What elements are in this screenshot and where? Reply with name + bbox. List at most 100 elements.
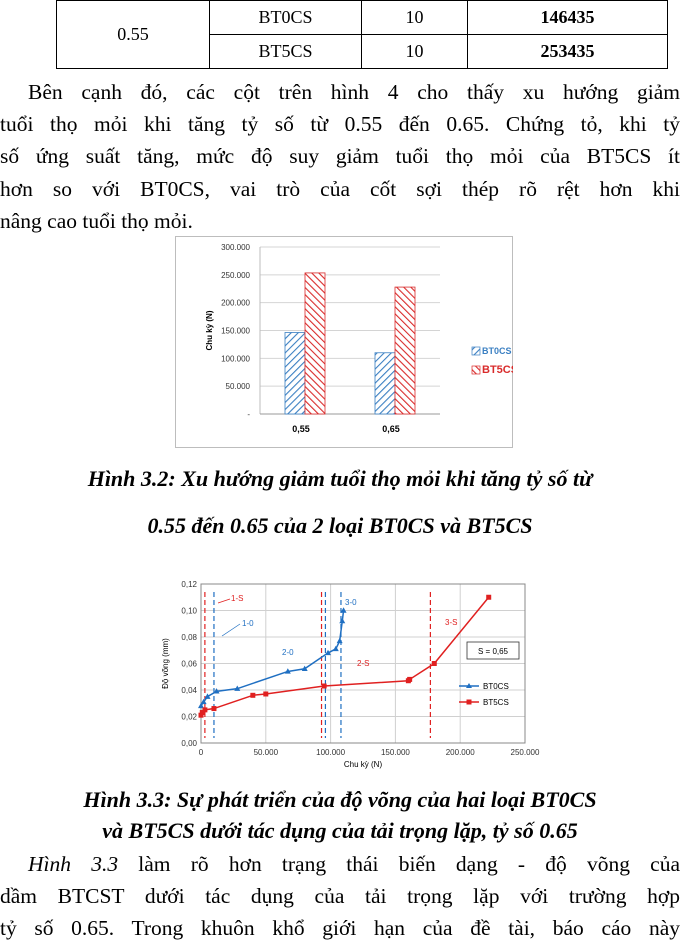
x-tick-label: 0,55	[292, 424, 310, 434]
point-bt0cs	[213, 688, 220, 694]
x-tick-label: 250.000	[511, 748, 540, 757]
type-cell: BT0CS	[209, 0, 362, 35]
plot-area	[200, 583, 526, 744]
series-line-bt5cs	[200, 596, 490, 716]
y-tick-label: 0,02	[181, 713, 197, 722]
line-chart: 0,00 0,02 0,04 0,06 0,08 0,10 0,12 0 50.000 100.0…	[156, 574, 546, 781]
y-tick-label: 0,04	[181, 686, 197, 695]
x-tick-label: 100.000	[316, 748, 345, 757]
annotation-leader	[217, 598, 231, 604]
paragraph-2: Hình 3.3 làm rõ hơn trạng thái biến dạng…	[0, 848, 680, 945]
y-tick-label: 300.000	[221, 243, 250, 252]
y-tick-label: 0,06	[181, 660, 197, 669]
cycles-cell: 146435	[467, 0, 668, 35]
y-tick-label: 0,08	[181, 633, 197, 642]
paragraph-line: Hình 3.3 làm rõ hơn trạng thái biến dạng…	[0, 848, 680, 880]
point-bt0cs	[284, 668, 291, 674]
paragraph-1: Bên cạnh đó, các cột trên hình 4 cho thấ…	[0, 76, 680, 237]
y-tick-label: 0,10	[181, 607, 197, 616]
y-tick-label: 0,00	[181, 739, 197, 748]
figure-caption-1: Hình 3.2: Xu hướng giảm tuổi thọ mỏi khi…	[0, 466, 680, 492]
y-tick-label: 100.000	[221, 354, 250, 363]
y-tick-label: -	[247, 410, 250, 419]
chart-frame	[175, 236, 513, 448]
figure-caption-2b: và BT5CS dưới tác dụng của tải trọng lặp…	[0, 818, 680, 844]
paragraph-line: dầm BTCST dưới tác dụng của tải trọng lặ…	[0, 884, 680, 909]
point-bt5cs	[321, 683, 327, 689]
x-tick-label: 0	[199, 748, 204, 757]
paragraph-line: hơn so với BT0CS, vai trò của cốt sợi th…	[0, 176, 680, 201]
point-bt5cs	[211, 706, 217, 712]
legend-label: BT5CS	[482, 364, 513, 376]
y-tick-label: 50.000	[226, 382, 251, 391]
x-tick-label: 0,65	[382, 424, 400, 434]
paragraph-line: tỷ số 0.65. Trong khuôn khổ giới hạn của…	[0, 916, 680, 941]
point-bt5cs	[199, 710, 205, 716]
y-tick-label: 0,12	[181, 580, 197, 589]
table-row: 0.55 BT0CS 10 146435	[56, 0, 668, 69]
series-line-bt0cs	[200, 610, 345, 707]
paragraph-text: làm rõ hơn trạng thái biến dạng - độ võn…	[118, 852, 680, 876]
vline-label: 1-S	[231, 594, 243, 603]
paragraph-line: nâng cao tuổi thọ mỏi.	[0, 208, 193, 233]
figure-caption-2: Hình 3.3: Sự phát triển của độ võng của …	[0, 787, 680, 813]
point-bt0cs	[336, 637, 343, 644]
point-bt0cs	[340, 607, 347, 613]
legend-marker	[466, 683, 472, 688]
caption-line: Hình 3.2: Xu hướng giảm tuổi thọ mỏi khi…	[87, 466, 593, 491]
figure-ref: Hình 3.3	[28, 852, 119, 876]
point-bt5cs	[407, 676, 413, 682]
point-bt0cs	[198, 702, 204, 709]
count-cell: 10	[361, 34, 468, 69]
x-tick-label: 50.000	[254, 748, 279, 757]
point-bt5cs	[250, 692, 256, 698]
point-bt5cs	[486, 594, 492, 600]
vline-label: 3-0	[345, 598, 357, 607]
x-axis-label: Chu kỳ (N)	[344, 760, 383, 769]
legend-swatch	[471, 346, 481, 356]
legend-swatch	[471, 365, 481, 375]
point-bt0cs	[325, 649, 332, 656]
annotation-box	[466, 641, 520, 660]
vline-label: 2-0	[282, 648, 294, 657]
point-bt5cs	[198, 712, 204, 718]
point-bt0cs	[339, 617, 346, 624]
point-bt0cs	[332, 645, 339, 652]
y-tick-label: 200.000	[221, 299, 250, 308]
caption-line: 0.55 đến 0.65 của 2 loại BT0CS và BT5CS	[147, 513, 533, 538]
cycles-cell: 253435	[467, 34, 668, 69]
x-tick-label: 150.000	[381, 748, 410, 757]
caption-line: và BT5CS dưới tác dụng của tải trọng lặp…	[102, 818, 578, 843]
paragraph-line: Bên cạnh đó, các cột trên hình 4 cho thấ…	[28, 80, 680, 104]
y-tick-label: 150.000	[221, 327, 250, 336]
bar-chart: - 50.000 100.000 150.000 200.000 250.000 300.0…	[175, 236, 518, 453]
point-bt0cs	[234, 685, 241, 691]
bar-chart-svg: - 50.000 100.000 150.000 200.000 250.000 300.0…	[175, 236, 518, 448]
point-bt5cs	[263, 691, 269, 697]
point-bt5cs	[431, 661, 437, 666]
vline-label: 3-S	[445, 618, 457, 627]
figure-caption-1b: 0.55 đến 0.65 của 2 loại BT0CS và BT5CS	[0, 513, 680, 539]
y-axis-label: Độ võng (mm)	[161, 638, 170, 689]
table-row: BT5CS 10 253435	[57, 34, 668, 69]
x-tick-label: 200.000	[446, 748, 475, 757]
y-tick-label: 250.000	[221, 271, 250, 280]
bar-bt5cs-0	[304, 272, 326, 415]
bar-bt0cs-1	[374, 352, 396, 415]
bar-bt5cs-1	[394, 286, 416, 415]
annotation-leader	[221, 623, 241, 637]
count-cell: 10	[361, 0, 468, 35]
legend-label: BT0CS	[483, 682, 509, 691]
annotation-text: S = 0,65	[478, 647, 509, 656]
bar-bt0cs-0	[284, 332, 306, 415]
paragraph-line: tuổi thọ mỏi khi tăng tỷ số từ 0.55 đến …	[0, 112, 680, 137]
type-cell: BT5CS	[209, 34, 362, 69]
y-axis-label: Chu kỳ (N)	[205, 310, 214, 350]
point-bt0cs	[200, 698, 207, 705]
vline-label: 2-S	[357, 659, 369, 668]
vline-label: 1-0	[242, 619, 254, 628]
ratio-cell: 0.55	[56, 0, 210, 69]
paragraph-line: số ứng suất tăng, mức độ suy giảm tuổi t…	[0, 144, 680, 169]
results-table: 0.55 BT0CS 10 146435 BT5CS 10 253435	[56, 0, 668, 69]
caption-line: Hình 3.3: Sự phát triển của độ võng của …	[83, 787, 597, 812]
